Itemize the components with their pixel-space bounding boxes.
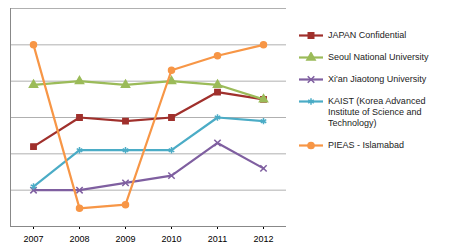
html-text:KAIST (Korea Advanced Institut: KAIST (Korea Advanced Institute of Scien… xyxy=(328,96,426,128)
html-text:Seoul National University: Seoul National University xyxy=(328,52,429,62)
svg-text:2011: 2011 xyxy=(208,234,227,244)
svg-text:2012: 2012 xyxy=(253,234,273,244)
html-text:Xi'an Jiaotong University: Xi'an Jiaotong University xyxy=(328,74,427,84)
html-text:PIEAS - Islamabad: PIEAS - Islamabad xyxy=(328,140,404,150)
svg-text:2010: 2010 xyxy=(161,234,181,244)
svg-text:2007: 2007 xyxy=(23,234,43,244)
svg-text:2008: 2008 xyxy=(69,234,89,244)
html-text:JAPAN Confidential: JAPAN Confidential xyxy=(328,30,407,40)
svg-text:2009: 2009 xyxy=(115,234,135,244)
